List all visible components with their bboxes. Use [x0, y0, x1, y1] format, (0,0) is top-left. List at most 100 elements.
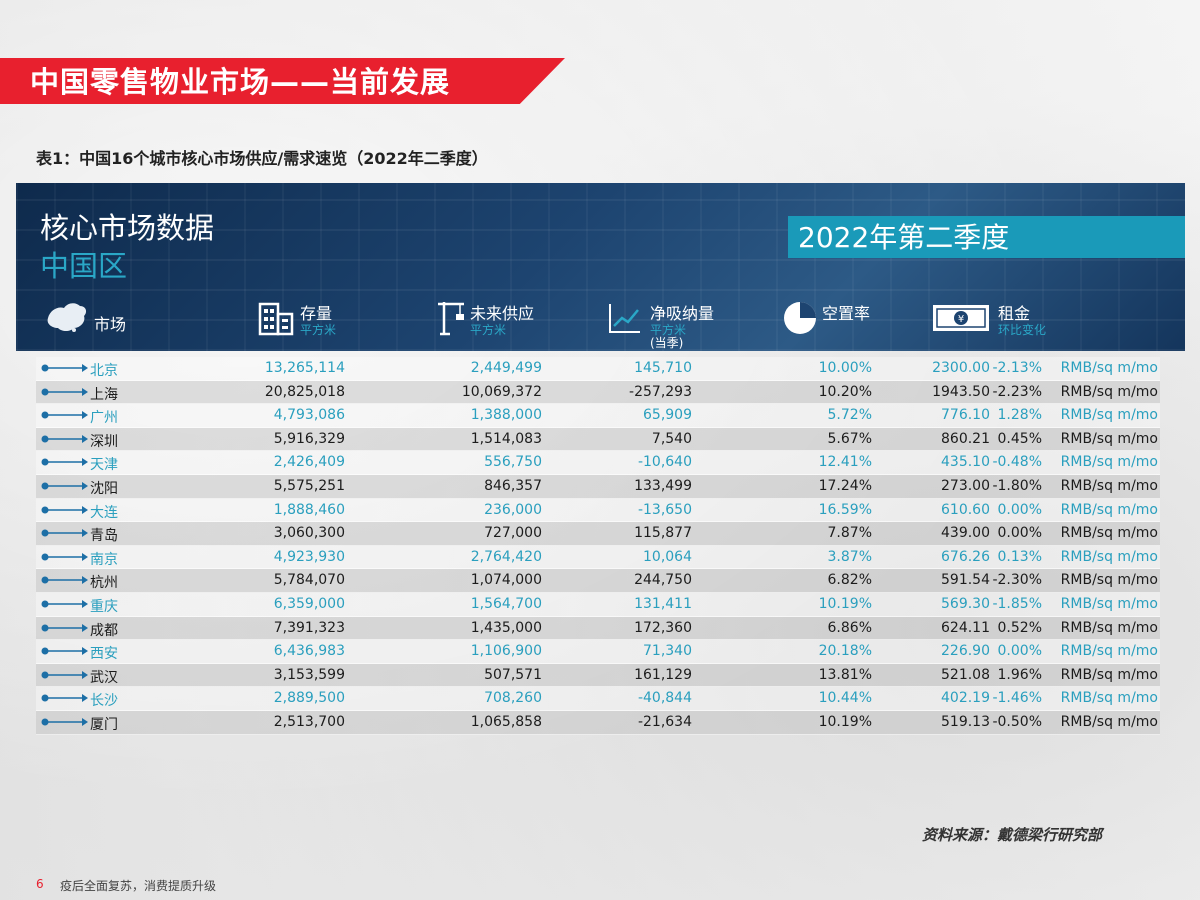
supply-value: 1,388,000 [470, 407, 542, 424]
city-name: 长沙 [90, 693, 118, 710]
stock-value: 7,391,323 [273, 619, 345, 636]
banknote-icon: ¥ [933, 305, 989, 331]
rent-change-value: -1.46% [992, 690, 1042, 707]
city-name: 青岛 [90, 528, 118, 545]
supply-value: 1,106,900 [470, 643, 542, 660]
table-row: 北京 13,265,114 2,449,499 145,710 10.00% 2… [36, 357, 1160, 381]
arrow-icon [41, 529, 88, 538]
table-row: 青岛 3,060,300 727,000 115,877 7.87% 439.0… [36, 522, 1160, 546]
supply-value: 2,449,499 [470, 360, 542, 376]
rent-value: 569.30 [941, 595, 990, 612]
rent-unit: RMB/sq m/mo [1060, 595, 1158, 612]
arrow-icon [41, 434, 88, 443]
rent-unit: RMB/sq m/mo [1060, 430, 1158, 447]
rent-value: 402.19 [941, 690, 990, 707]
rent-change-value: -2.30% [992, 572, 1042, 589]
rent-unit: RMB/sq m/mo [1060, 666, 1158, 683]
absorption-value: -13,650 [637, 501, 692, 518]
rent-change-value: 0.00% [997, 501, 1042, 518]
arrow-icon [41, 481, 88, 490]
rent-unit: RMB/sq m/mo [1060, 501, 1158, 518]
arrow-icon [41, 694, 88, 703]
page-title: 中国零售物业市场——当前发展 [30, 65, 451, 99]
city-name: 重庆 [90, 598, 118, 615]
arrow-icon [41, 670, 88, 679]
vacancy-value: 10.00% [818, 360, 872, 376]
source-note: 资料来源：戴德梁行研究部 [922, 826, 1103, 844]
rent-change-value: 1.28% [997, 407, 1042, 424]
rent-change-value: 1.96% [997, 666, 1042, 683]
rent-change-value: 0.00% [997, 525, 1042, 542]
table-row: 广州 4,793,086 1,388,000 65,909 5.72% 776.… [36, 404, 1160, 428]
rent-change-value: 0.45% [997, 430, 1042, 447]
stock-value: 5,916,329 [273, 430, 345, 447]
table-row: 南京 4,923,930 2,764,420 10,064 3.87% 676.… [36, 545, 1160, 570]
absorption-value: 71,340 [643, 643, 692, 660]
arrow-icon [41, 505, 88, 514]
supply-value: 708,260 [484, 690, 542, 707]
vacancy-value: 7.87% [827, 525, 872, 542]
vacancy-value: 17.24% [818, 477, 872, 494]
city-name: 沈阳 [90, 480, 118, 497]
col-header-stock: 存量 平方米 [300, 304, 337, 337]
page-number: 6 [36, 877, 44, 891]
vacancy-value: 5.72% [827, 407, 872, 424]
city-name: 北京 [90, 363, 118, 379]
supply-value: 507,571 [484, 666, 542, 683]
vacancy-value: 6.82% [827, 572, 872, 589]
rent-unit: RMB/sq m/mo [1060, 525, 1158, 542]
absorption-value: 65,909 [643, 407, 692, 424]
rent-unit: RMB/sq m/mo [1060, 407, 1158, 424]
arrow-icon [41, 411, 88, 420]
panel-title: 核心市场数据 [40, 211, 215, 245]
table-row: 上海 20,825,018 10,069,372 -257,293 10.20%… [36, 380, 1160, 405]
arrow-icon [41, 364, 88, 372]
vacancy-value: 6.86% [827, 619, 872, 636]
absorption-value: 172,360 [634, 619, 692, 636]
rent-value: 2300.00 [932, 360, 990, 376]
supply-value: 846,357 [484, 477, 542, 494]
arrow-icon [41, 576, 88, 585]
vacancy-value: 10.20% [818, 383, 872, 400]
rent-change-value: -0.50% [992, 713, 1042, 730]
stock-value: 6,436,983 [273, 643, 345, 660]
city-name: 大连 [90, 504, 118, 521]
rent-change-value: -0.48% [992, 454, 1042, 471]
stock-value: 4,793,086 [273, 407, 345, 424]
city-name: 深圳 [90, 433, 118, 450]
stock-value: 6,359,000 [273, 595, 345, 612]
rent-value: 591.54 [941, 572, 990, 589]
rent-unit: RMB/sq m/mo [1060, 572, 1158, 589]
table-row: 厦门 2,513,700 1,065,858 -21,634 10.19% 51… [36, 710, 1160, 735]
period-banner [788, 216, 1185, 258]
building-icon [258, 302, 294, 336]
rent-change-value: 0.13% [997, 548, 1042, 565]
stock-value: 4,923,930 [273, 548, 345, 565]
arrow-icon [41, 717, 88, 726]
absorption-value: -10,640 [637, 454, 692, 471]
absorption-value: 7,540 [651, 430, 692, 447]
table-row: 重庆 6,359,000 1,564,700 131,411 10.19% 56… [36, 592, 1160, 617]
supply-value: 727,000 [484, 525, 542, 542]
table-caption: 表1：中国16个城市核心市场供应/需求速览（2022年二季度） [36, 149, 488, 168]
stock-value: 3,060,300 [273, 525, 345, 542]
rent-change-value: -1.85% [992, 595, 1042, 612]
vacancy-value: 10.19% [818, 595, 872, 612]
rent-unit: RMB/sq m/mo [1060, 360, 1158, 376]
rent-change-value: 0.52% [997, 619, 1042, 636]
col-header-rent: 租金 环比变化 [998, 304, 1047, 337]
vacancy-value: 5.67% [827, 430, 872, 447]
city-name: 武汉 [90, 669, 118, 686]
table-row: 长沙 2,889,500 708,260 -40,844 10.44% 402.… [36, 687, 1160, 711]
col-header-supply: 未来供应 平方米 [470, 304, 535, 337]
svg-text:¥: ¥ [958, 314, 964, 325]
absorption-value: -40,844 [637, 690, 692, 707]
rent-value: 519.13 [941, 713, 990, 730]
vacancy-value: 20.18% [818, 643, 872, 660]
rent-unit: RMB/sq m/mo [1060, 477, 1158, 494]
table-row: 沈阳 5,575,251 846,357 133,499 17.24% 273.… [36, 474, 1160, 499]
rent-value: 521.08 [941, 666, 990, 683]
supply-value: 1,065,858 [470, 713, 542, 730]
supply-value: 1,435,000 [470, 619, 542, 636]
